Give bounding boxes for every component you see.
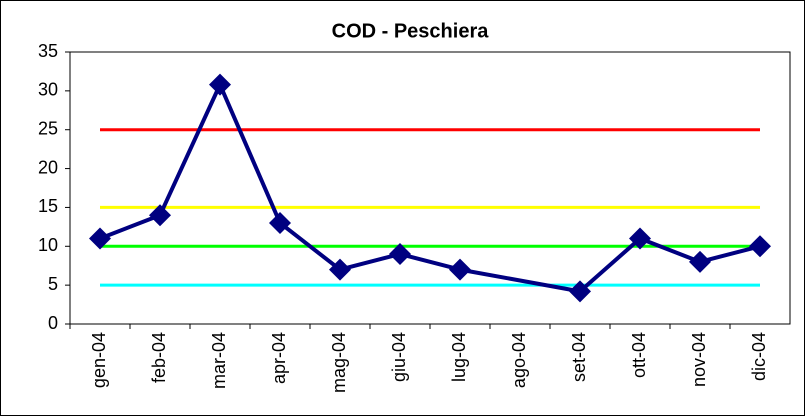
marker [689, 250, 711, 273]
x-tick-label: giu-04 [389, 332, 409, 382]
marker [329, 258, 351, 281]
x-tick-label: gen-04 [89, 332, 109, 388]
marker [389, 243, 411, 266]
marker [149, 204, 171, 227]
y-tick-label: 30 [38, 80, 58, 100]
marker [209, 73, 231, 96]
marker [89, 227, 111, 250]
x-tick-label: ago-04 [509, 332, 529, 388]
x-tick-label: dic-04 [749, 332, 769, 381]
y-tick-label: 5 [48, 274, 58, 294]
marker [749, 235, 771, 258]
y-tick-label: 15 [38, 196, 58, 216]
x-tick-label: mag-04 [329, 332, 349, 393]
marker [629, 227, 651, 250]
x-tick-label: feb-04 [149, 332, 169, 383]
x-tick-label: set-04 [569, 332, 589, 382]
x-tick-label: apr-04 [269, 332, 289, 384]
marker [569, 280, 591, 303]
marker [269, 211, 291, 234]
y-tick-label: 25 [38, 118, 58, 138]
y-tick-label: 0 [48, 313, 58, 333]
x-tick-label: nov-04 [689, 332, 709, 387]
x-tick-label: lug-04 [449, 332, 469, 382]
plot-area [69, 51, 791, 325]
y-tick-label: 10 [38, 235, 58, 255]
x-tick-label: mar-04 [209, 332, 229, 389]
chart-title: COD - Peschiera [332, 20, 490, 42]
y-tick-label: 35 [38, 41, 58, 61]
x-tick-label: ott-04 [629, 332, 649, 378]
marker [449, 258, 471, 281]
y-tick-label: 20 [38, 157, 58, 177]
